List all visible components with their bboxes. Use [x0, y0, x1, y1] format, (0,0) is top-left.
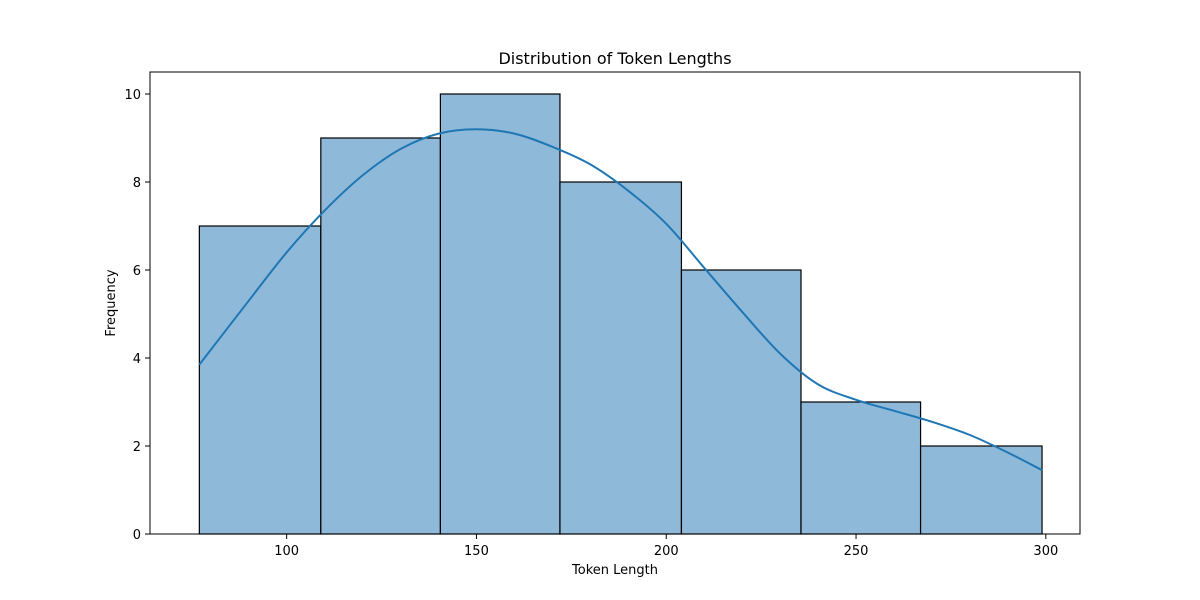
y-tick-label: 6 — [133, 264, 141, 279]
y-tick-label: 10 — [124, 88, 141, 103]
histogram-bars — [198, 93, 1043, 535]
histogram-bar-7 — [919, 445, 1043, 535]
y-tick-label: 8 — [133, 176, 141, 191]
x-tick-label: 200 — [654, 544, 679, 559]
histogram-bar-5 — [680, 269, 802, 535]
x-tick-label: 300 — [1033, 544, 1058, 559]
histogram-bar-2 — [320, 137, 441, 535]
y-axis-label: Frequency — [104, 269, 119, 336]
y-axis-ticks: 0 2 4 6 8 10 — [124, 88, 150, 543]
kde-curve — [198, 128, 1043, 472]
chart-title: Distribution of Token Lengths — [498, 49, 731, 68]
x-tick-label: 250 — [844, 544, 869, 559]
x-tick-label: 150 — [464, 544, 489, 559]
x-axis-label: Token Length — [571, 563, 658, 578]
x-tick-label: 100 — [274, 544, 299, 559]
histogram-bar-3 — [439, 93, 561, 535]
y-tick-label: 0 — [133, 528, 141, 543]
plot-frame — [149, 71, 1081, 535]
histogram-bar-4 — [559, 181, 683, 535]
histogram-bar-1 — [198, 225, 322, 535]
y-tick-label: 2 — [133, 440, 141, 455]
y-tick-label: 4 — [133, 352, 141, 367]
x-axis-ticks: 100 150 200 250 300 — [274, 534, 1058, 559]
histogram-bar-6 — [800, 401, 922, 535]
